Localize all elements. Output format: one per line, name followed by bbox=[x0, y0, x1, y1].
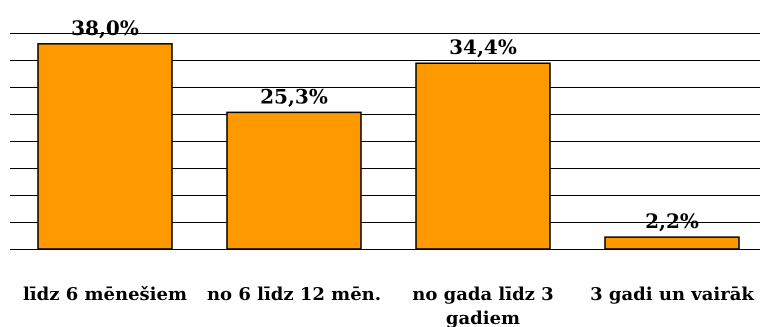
data-label-3: 34,4% bbox=[449, 35, 517, 59]
category-label-4: 3 gadi un vairāk bbox=[590, 284, 754, 305]
data-label-1: 38,0% bbox=[71, 16, 139, 40]
category-label-3: no gada līdz 3 gadiem bbox=[412, 284, 553, 327]
bar-2 bbox=[226, 111, 362, 250]
category-label-1: līdz 6 mēnešiem bbox=[23, 284, 187, 305]
data-label-2: 25,3% bbox=[260, 84, 328, 108]
bars bbox=[37, 43, 740, 250]
data-labels: 38,0% 25,3% 34,4% 2,2% bbox=[71, 16, 699, 233]
category-label-2: no 6 līdz 12 mēn. bbox=[207, 284, 381, 305]
bar-4 bbox=[604, 236, 740, 250]
bar-3 bbox=[415, 62, 551, 250]
data-label-4: 2,2% bbox=[645, 209, 699, 233]
category-labels: līdz 6 mēnešiem no 6 līdz 12 mēn. no gada … bbox=[23, 284, 754, 327]
bar-1 bbox=[37, 43, 173, 250]
